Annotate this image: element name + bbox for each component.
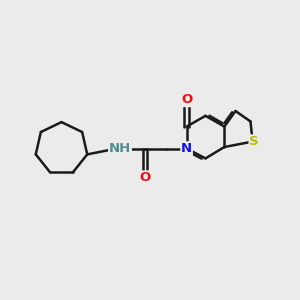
Text: S: S: [249, 135, 259, 148]
Text: O: O: [181, 93, 192, 106]
Text: NH: NH: [109, 142, 131, 155]
Text: N: N: [181, 142, 192, 155]
Text: O: O: [139, 171, 150, 184]
